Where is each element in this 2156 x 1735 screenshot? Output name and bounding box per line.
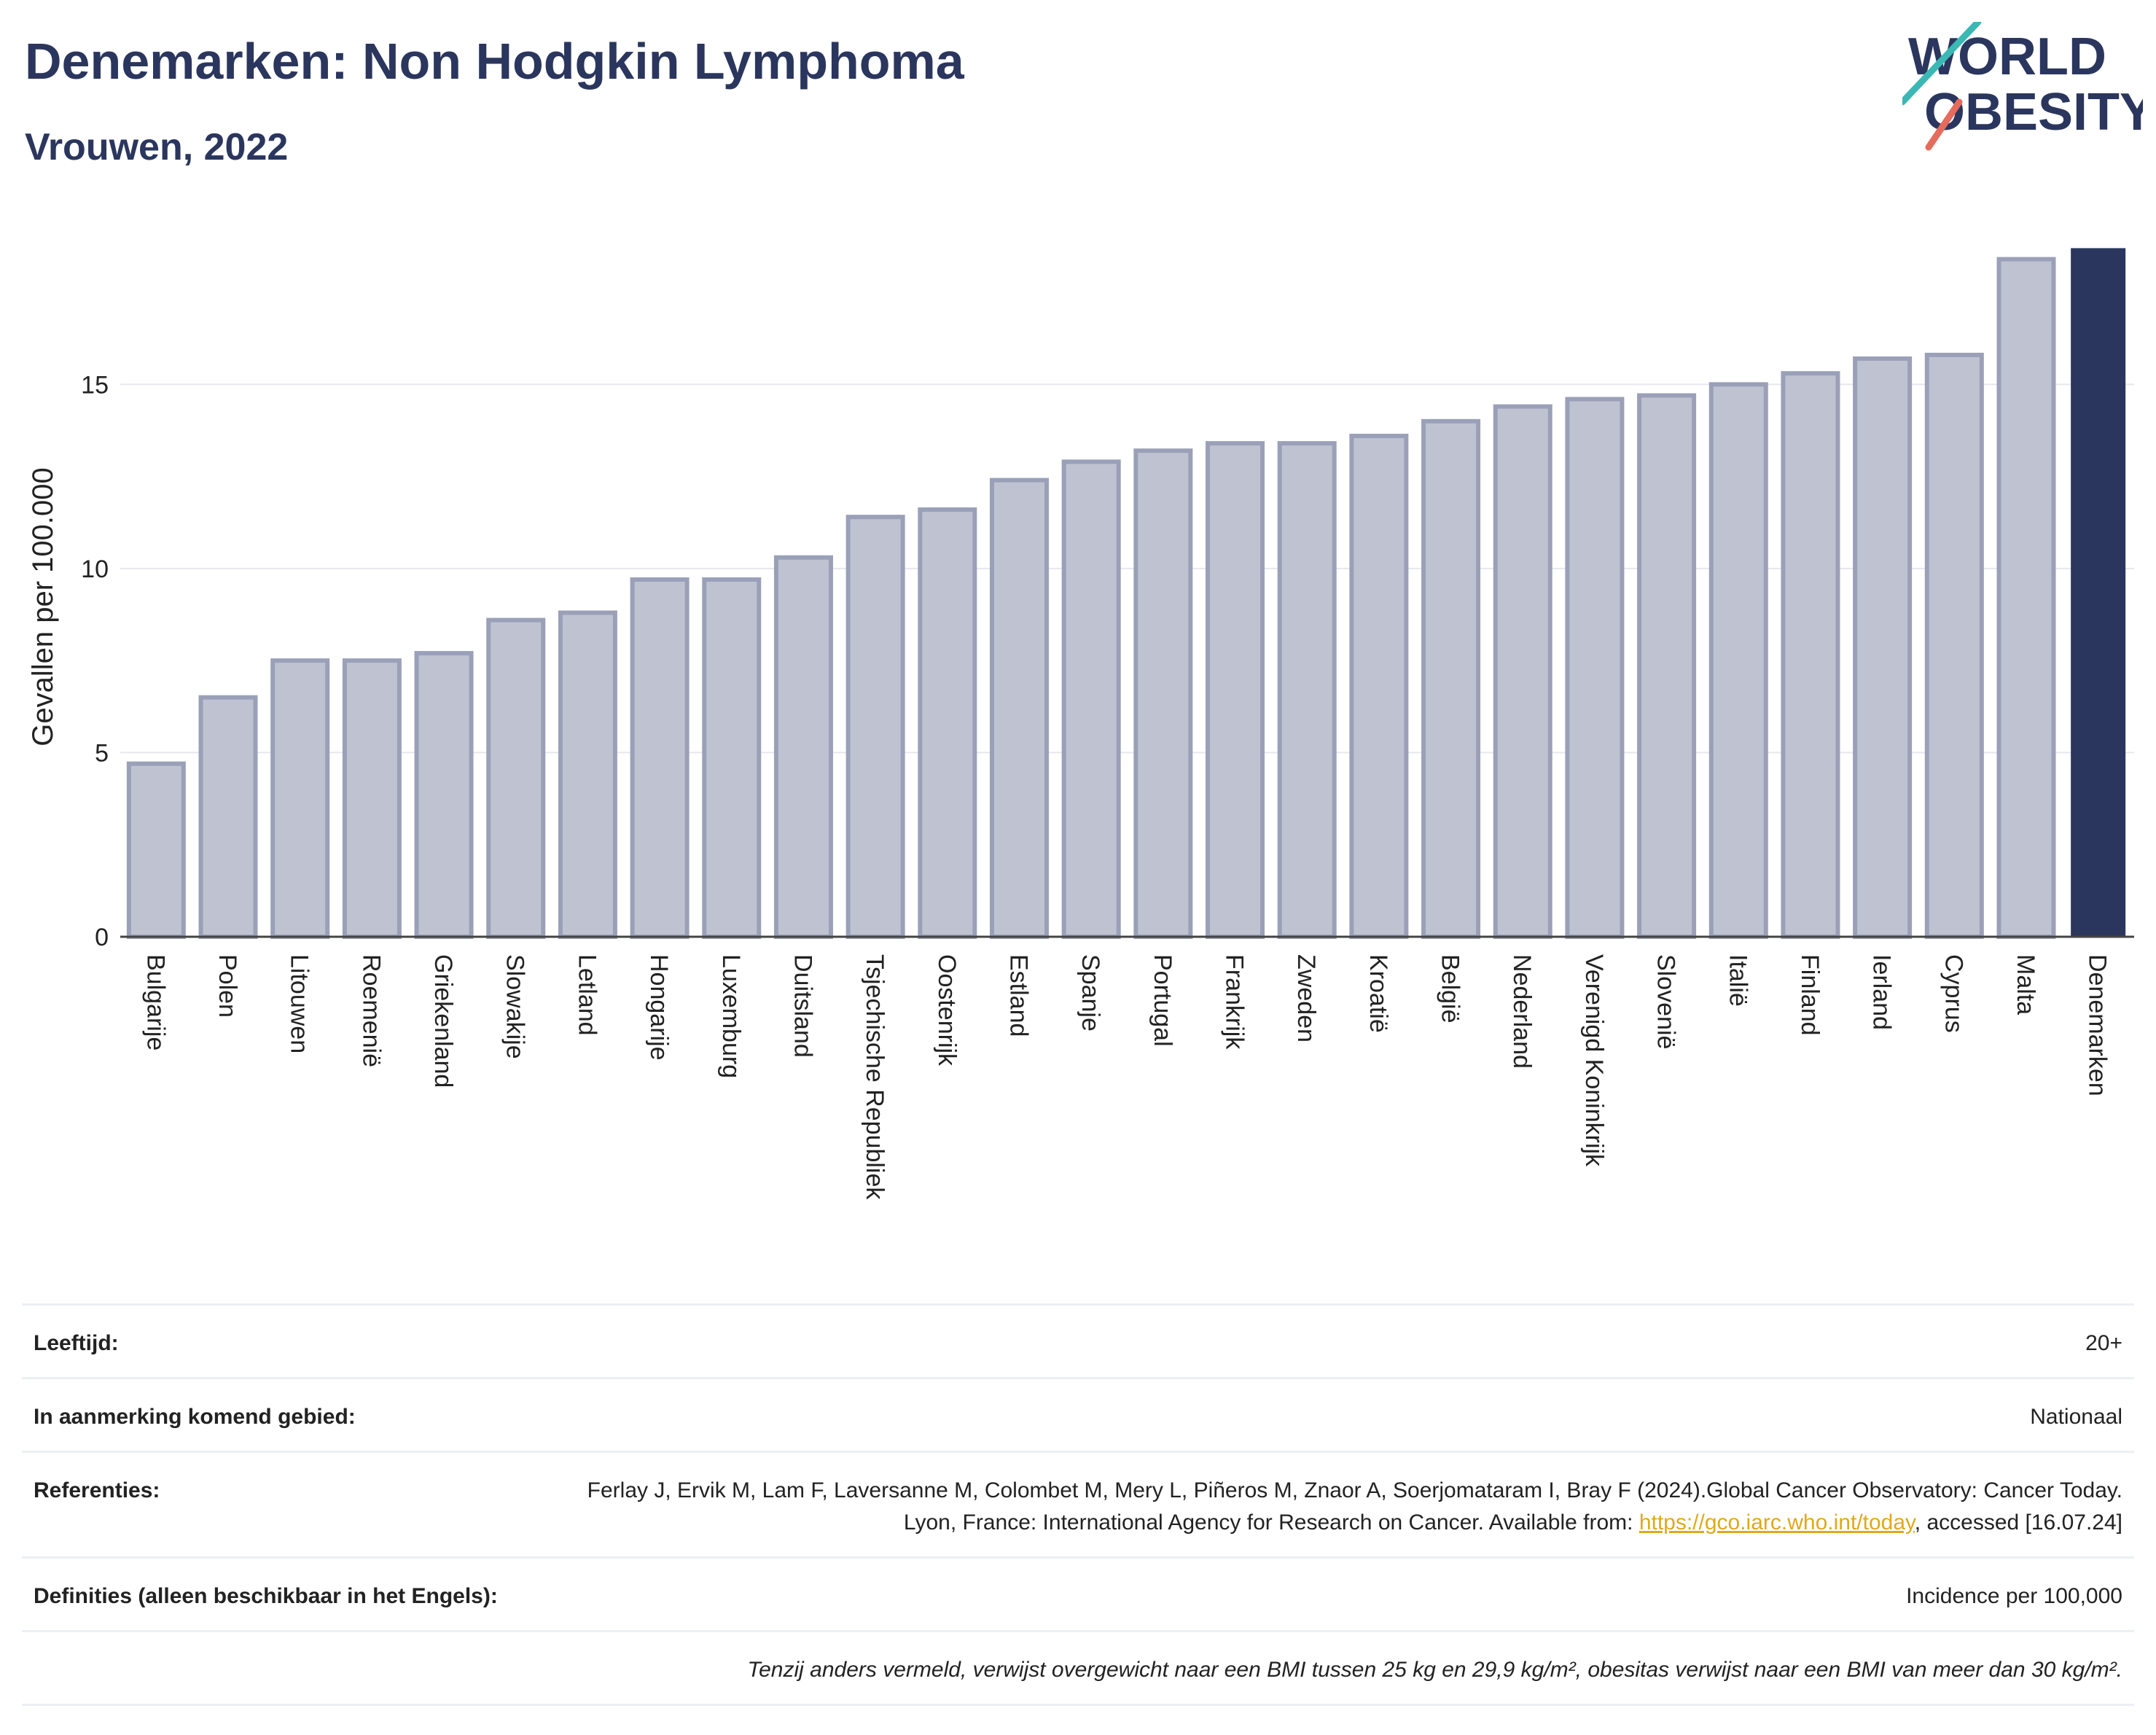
y-tick-label: 15: [81, 371, 109, 399]
x-tick-label: Portugal: [1149, 954, 1176, 1047]
reference-link[interactable]: https://gco.iarc.who.int/today: [1639, 1510, 1915, 1535]
bar-bulgarije: [126, 761, 186, 939]
bar-spanje: [1061, 459, 1121, 939]
bar-denemarken: [2071, 248, 2126, 937]
bar-italië: [1708, 382, 1768, 939]
x-tick-label: Estland: [1004, 954, 1032, 1037]
bar-tsjechische-republiek: [845, 515, 905, 939]
bar-cyprus: [1924, 352, 1984, 939]
x-tick-label: Tsjechische Republiek: [861, 954, 888, 1200]
info-row-definitions: Definities (alleen beschikbaar in het En…: [22, 1556, 2134, 1630]
x-tick-label: Malta: [2012, 954, 2039, 1015]
bar-chart: 0 5 10 15 Gevallen per 100.000 Bulgarije Polen…: [27, 248, 2134, 1200]
info-value: 20+: [2085, 1331, 2122, 1355]
x-tick-label: Frankrijk: [1221, 954, 1249, 1050]
bar-frankrijk: [1206, 441, 1265, 939]
bar-verenigd-koninkrijk: [1565, 397, 1625, 939]
x-tick-label: Finland: [1796, 954, 1824, 1036]
bar-letland: [558, 610, 617, 939]
bar-polen: [198, 695, 258, 940]
bar-hongarije: [630, 577, 690, 939]
bar-ierland: [1853, 356, 1913, 939]
bar-malta: [1996, 257, 2056, 940]
x-tick-label: Oostenrijk: [933, 954, 961, 1067]
info-label: In aanmerking komend gebied:: [34, 1405, 356, 1429]
x-tick-label: Hongarije: [645, 954, 673, 1061]
x-tick-label: Spanje: [1077, 954, 1104, 1032]
x-tick-label: Polen: [214, 954, 241, 1018]
bar-slowakije: [486, 617, 546, 939]
x-tick-label: Verenigd Koninkrijk: [1580, 954, 1608, 1167]
x-tick-label: Denemarken: [2084, 954, 2112, 1096]
info-label: Definities (alleen beschikbaar in het En…: [34, 1584, 498, 1608]
x-tick-label: Griekenland: [429, 954, 457, 1088]
info-row-references: Referenties: Ferlay J, Ervik M, Lam F, L…: [22, 1451, 2134, 1556]
bar-duitsland: [773, 555, 833, 939]
bar-portugal: [1133, 448, 1193, 939]
bar-zweden: [1277, 441, 1337, 939]
x-tick-label: Bulgarije: [141, 954, 169, 1050]
y-tick-label: 10: [81, 555, 109, 583]
bar-kroatië: [1349, 434, 1409, 939]
bar-belgië: [1421, 418, 1481, 939]
bar-griekenland: [414, 651, 474, 939]
world-obesity-logo: WORLD OBESITY: [1902, 22, 2143, 151]
page-subtitle: Vrouwen, 2022: [25, 126, 289, 168]
bar-luxemburg: [702, 577, 762, 939]
info-row-age: Leeftijd: 20+: [22, 1303, 2134, 1377]
y-tick-label: 0: [95, 924, 109, 951]
bar-litouwen: [270, 658, 330, 940]
x-tick-label: Slowakije: [501, 954, 529, 1059]
info-label: Referenties:: [34, 1478, 160, 1502]
x-tick-label: Roemenië: [357, 954, 385, 1067]
bar-slovenië: [1637, 393, 1697, 939]
bar-roemenië: [342, 658, 402, 940]
bar-finland: [1781, 371, 1840, 939]
x-tick-label: Cyprus: [1940, 954, 1967, 1033]
x-tick-label: Luxemburg: [717, 954, 745, 1078]
info-value: Ferlay J, Ervik M, Lam F, Laversanne M, …: [555, 1475, 2122, 1539]
reference-text: Ferlay J, Ervik M, Lam F, Laversanne M, …: [587, 1478, 2122, 1535]
reference-accessed: , accessed [16.07.24]: [1914, 1510, 2122, 1535]
x-tick-label: Slovenië: [1652, 954, 1680, 1049]
logo-slash-top: [1902, 22, 1982, 106]
x-tick-label: België: [1437, 954, 1464, 1024]
x-tick-label: Nederland: [1508, 954, 1536, 1069]
info-row-area: In aanmerking komend gebied: Nationaal: [22, 1377, 2134, 1451]
x-tick-label: Ierland: [1868, 954, 1896, 1030]
info-table: Leeftijd: 20+ In aanmerking komend gebie…: [22, 1303, 2134, 1706]
x-tick-label: Letland: [573, 954, 601, 1036]
info-value: Incidence per 100,000: [1906, 1584, 2122, 1608]
x-tick-label: Kroatië: [1364, 954, 1392, 1033]
x-tick-label: Italië: [1724, 954, 1751, 1007]
y-axis-label: Gevallen per 100.000: [27, 467, 59, 746]
bar-estland: [989, 477, 1049, 939]
bar-oostenrijk: [918, 507, 977, 939]
x-tick-label: Litouwen: [286, 954, 313, 1053]
y-tick-label: 5: [95, 739, 109, 767]
x-tick-label: Duitsland: [789, 954, 816, 1058]
info-note: Tenzij anders vermeld, verwijst overgewi…: [22, 1630, 2134, 1706]
x-tick-label: Zweden: [1292, 954, 1320, 1042]
logo-line2: OBESITY: [1924, 83, 2143, 141]
note-text: Tenzij anders vermeld, verwijst overgewi…: [747, 1658, 2122, 1682]
info-value: Nationaal: [2030, 1405, 2122, 1429]
logo-slash-bottom: [1925, 98, 1963, 151]
bar-nederland: [1493, 404, 1552, 939]
info-label: Leeftijd:: [34, 1331, 119, 1355]
page-title: Denemarken: Non Hodgkin Lymphoma: [25, 33, 964, 90]
